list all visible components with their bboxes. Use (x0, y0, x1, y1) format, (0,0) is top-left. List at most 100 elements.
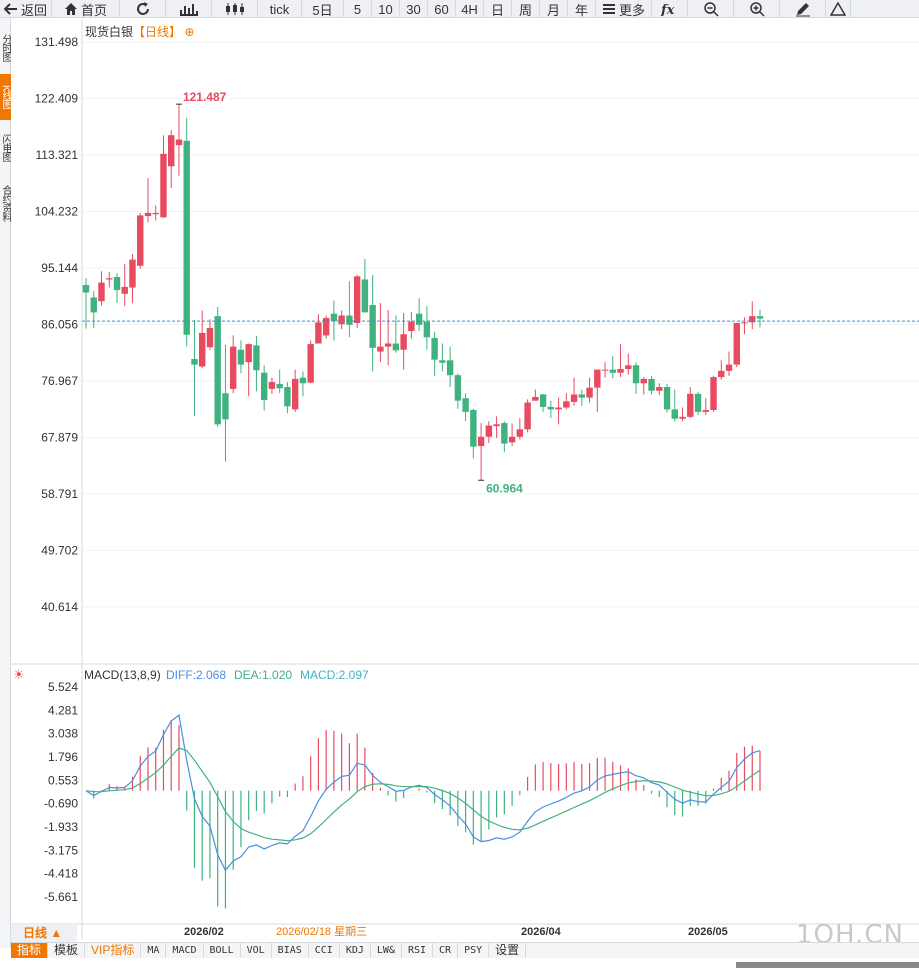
candle-body[interactable] (361, 279, 369, 313)
candle-body[interactable] (168, 135, 175, 167)
candle-body[interactable] (539, 394, 547, 407)
candle-body[interactable] (547, 406, 555, 410)
candle-body[interactable] (144, 212, 152, 217)
candle-body[interactable] (508, 436, 516, 443)
candle-body[interactable] (113, 276, 121, 291)
candle-body[interactable] (137, 215, 144, 266)
candle-body[interactable] (601, 369, 609, 371)
candle-body[interactable] (710, 377, 717, 411)
candle-body[interactable] (640, 378, 647, 384)
zoom-in-button[interactable] (734, 0, 780, 18)
indicator-tab-boll-5[interactable]: BOLL (204, 943, 241, 958)
candle-body[interactable] (400, 334, 407, 350)
candle-body[interactable] (369, 304, 376, 348)
candle-body[interactable] (563, 401, 570, 408)
zoom-out-button[interactable] (688, 0, 734, 18)
period-30-button[interactable]: 30 (400, 0, 428, 18)
indicator-tab-vip-2[interactable]: VIP指标 (85, 943, 142, 958)
candle-body[interactable] (152, 212, 159, 215)
candle-body[interactable] (299, 377, 307, 384)
candle-body[interactable] (493, 424, 500, 427)
candle-body[interactable] (555, 407, 562, 410)
candle-body[interactable] (718, 370, 725, 378)
candle-body[interactable] (741, 322, 748, 324)
candle-body[interactable] (322, 318, 330, 336)
candle-body[interactable] (268, 382, 276, 389)
indicator-tab--14[interactable]: 设置 (489, 943, 527, 958)
candle-body[interactable] (229, 346, 237, 389)
candle-body[interactable] (222, 393, 229, 420)
candle-body[interactable] (671, 409, 678, 419)
refresh-button[interactable] (120, 0, 166, 18)
candle-body[interactable] (121, 286, 128, 294)
candle-body[interactable] (82, 285, 90, 293)
candle-body[interactable] (687, 393, 694, 417)
candle-body[interactable] (570, 394, 578, 402)
candle-body[interactable] (315, 322, 322, 344)
candle-body[interactable] (415, 313, 423, 325)
candle-body[interactable] (330, 313, 338, 322)
candle-body[interactable] (431, 337, 438, 360)
candle-body[interactable] (291, 378, 299, 410)
candle-body[interactable] (90, 297, 97, 313)
indicator-tab-psy-13[interactable]: PSY (458, 943, 490, 958)
candle-body[interactable] (423, 321, 431, 338)
candle-body[interactable] (338, 315, 345, 325)
candle-body[interactable] (307, 344, 314, 383)
candle-body[interactable] (408, 321, 415, 332)
candle-body[interactable] (632, 365, 640, 384)
indicator-tab-rsi-11[interactable]: RSI (402, 943, 434, 958)
indicator-tab-bias-7[interactable]: BIAS (272, 943, 309, 958)
period-day-button[interactable]: 日 (484, 0, 512, 18)
candle-body[interactable] (578, 394, 586, 398)
period-badge[interactable]: 【日线】 (133, 25, 182, 39)
candle-body[interactable] (702, 410, 709, 412)
candle-body[interactable] (237, 349, 245, 365)
more-button[interactable]: 更多 (596, 0, 652, 18)
candle-body[interactable] (183, 140, 190, 335)
bar-chart-type-button[interactable] (166, 0, 212, 18)
candle-body[interactable] (462, 398, 469, 412)
side-tab-3[interactable]: 合约资料 (0, 185, 11, 221)
candle-body[interactable] (477, 436, 485, 447)
candle-body[interactable] (656, 387, 663, 391)
candle-body[interactable] (733, 322, 740, 365)
home-button[interactable]: 首页 (52, 0, 120, 18)
candle-body[interactable] (470, 410, 477, 447)
candle-body[interactable] (594, 369, 601, 388)
candle-chart-type-button[interactable] (212, 0, 258, 18)
candle-body[interactable] (485, 425, 493, 437)
scroll-bar[interactable] (736, 962, 919, 968)
side-tab-2[interactable]: 闪电图 (0, 133, 11, 161)
candle-body[interactable] (694, 393, 702, 412)
kline-chart[interactable]: 131.498 122.409 113.321 104.232 95.144 86.056… (0, 0, 919, 942)
candle-body[interactable] (276, 383, 283, 389)
candle-body[interactable] (454, 375, 462, 401)
period-10-button[interactable]: 10 (372, 0, 400, 18)
candle-body[interactable] (129, 259, 136, 288)
candle-body[interactable] (199, 332, 206, 367)
period-year-button[interactable]: 年 (568, 0, 596, 18)
candle-body[interactable] (346, 315, 353, 325)
indicator-tab-vol-6[interactable]: VOL (241, 943, 272, 958)
indicator-tab-kdj-9[interactable]: KDJ (340, 943, 371, 958)
candle-body[interactable] (253, 345, 260, 371)
candle-body[interactable] (206, 327, 214, 348)
candle-body[interactable] (617, 368, 624, 373)
candle-body[interactable] (245, 344, 252, 363)
candle-body[interactable] (98, 282, 105, 302)
period-selector[interactable]: 日线 ▲ (11, 924, 77, 942)
indicator-tab--1[interactable]: 模板 (48, 943, 86, 958)
candle-body[interactable] (106, 278, 113, 280)
period-month-button[interactable]: 月 (540, 0, 568, 18)
candle-body[interactable] (609, 369, 617, 373)
period-5day-button[interactable]: 5日 (302, 0, 344, 18)
candle-body[interactable] (749, 316, 756, 323)
candle-body[interactable] (663, 387, 671, 410)
formula-button[interactable]: fx (652, 0, 688, 18)
indicator-tab-cci-8[interactable]: CCI (309, 943, 340, 958)
indicator-tab--0[interactable]: 指标 (11, 943, 49, 958)
candle-body[interactable] (284, 387, 291, 407)
indicator-tab-cr-12[interactable]: CR (433, 943, 459, 958)
candle-body[interactable] (439, 360, 446, 363)
